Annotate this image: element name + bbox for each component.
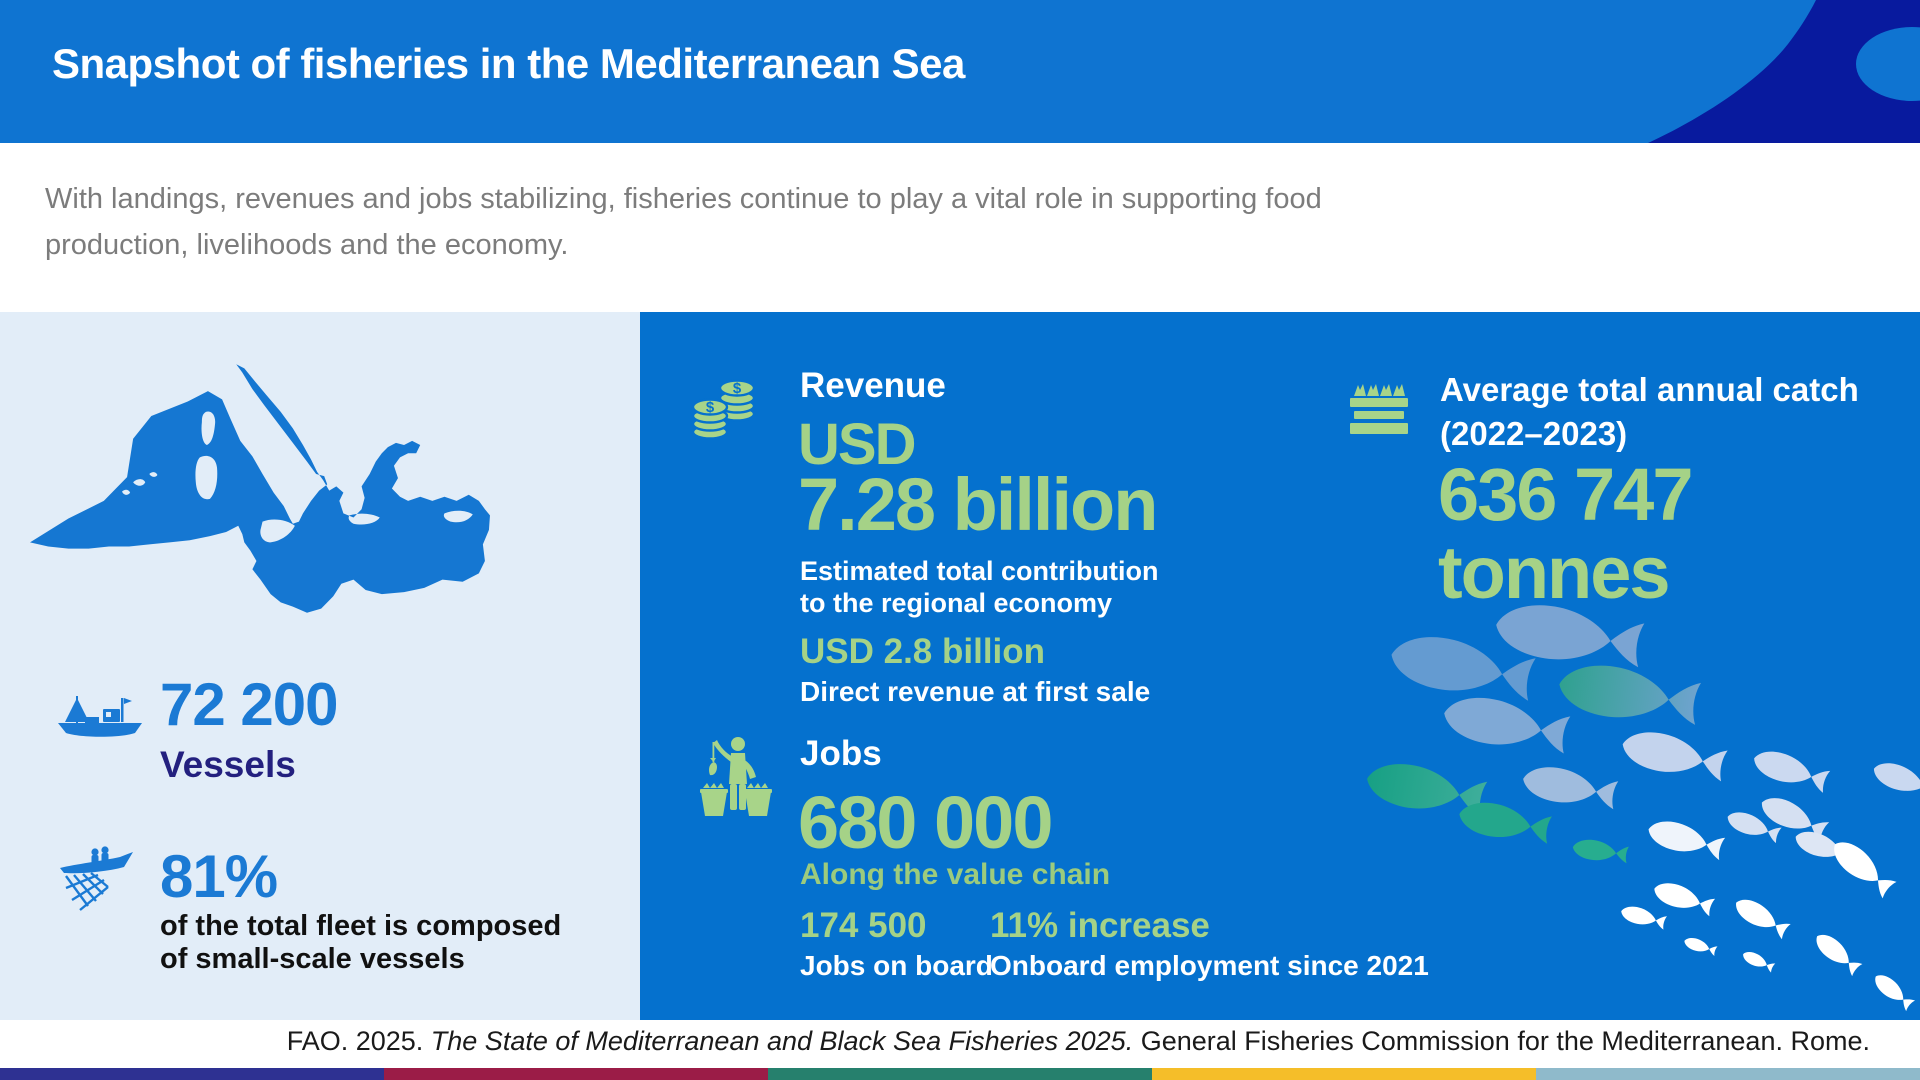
revenue-desc-line-2: to the regional economy (800, 588, 1113, 618)
jobs-onboard-value: 174 500 (800, 906, 927, 945)
revenue-total-description: Estimated total contribution to the regi… (800, 555, 1159, 619)
revenue-direct-description: Direct revenue at first sale (800, 676, 1151, 707)
revenue-total-value: 7.28 billion (798, 463, 1158, 546)
footer-color-strip (0, 1068, 1920, 1080)
page-subtitle: With landings, revenues and jobs stabili… (45, 176, 1322, 268)
revenue-direct-value: USD 2.8 billion (800, 632, 1046, 671)
small-scale-desc-line-1: of the total fleet is composed (160, 910, 562, 942)
trawler-icon (58, 696, 142, 737)
fish-crate-icon (1350, 384, 1408, 434)
page-title: Snapshot of fisheries in the Mediterrane… (52, 40, 965, 87)
catch-value: 636 747 (1438, 453, 1693, 536)
vessels-label: Vessels (160, 744, 296, 785)
catch-heading-line-2: (2022–2023) (1440, 415, 1628, 452)
fisher-icon (700, 737, 772, 816)
small-scale-desc-line-2: of small-scale vessels (160, 943, 465, 975)
subtitle-line-1: With landings, revenues and jobs stabili… (45, 183, 1322, 215)
jobs-increase-label: Onboard employment since 2021 (990, 950, 1429, 981)
strip-segment-yellow (1152, 1068, 1536, 1080)
coins-icon: $ $ (691, 379, 756, 440)
jobs-total-description: Along the value chain (800, 858, 1111, 891)
svg-text:$: $ (706, 399, 715, 416)
strip-segment-teal (768, 1068, 1152, 1080)
jobs-onboard-label: Jobs on board (800, 950, 993, 981)
citation-title: The State of Mediterranean and Black Sea… (430, 1026, 1134, 1056)
strip-segment-navy (0, 1068, 384, 1080)
strip-segment-lightblue (1536, 1068, 1920, 1080)
catch-heading-line-1: Average total annual catch (1440, 371, 1859, 408)
footer-citation: FAO. 2025. The State of Mediterranean an… (287, 1026, 1870, 1057)
vessels-value: 72 200 (160, 671, 339, 738)
header-bar: Snapshot of fisheries in the Mediterrane… (0, 0, 1920, 143)
mediterranean-map (30, 364, 490, 613)
revenue-currency: USD (798, 412, 916, 477)
fleet-panel: 72 200 Vessels 81% of the total fleet is… (0, 312, 640, 1020)
header-wave-decoration (1648, 0, 1920, 143)
small-boat-net-icon (60, 846, 133, 911)
stats-panel: $ $ Revenue USD 7.28 billion Estimated t… (640, 312, 1920, 1020)
jobs-heading: Jobs (800, 734, 882, 773)
catch-unit: tonnes (1438, 531, 1671, 614)
subtitle-line-2: production, livelihoods and the economy. (45, 229, 569, 261)
svg-text:$: $ (733, 380, 742, 397)
catch-heading: Average total annual catch (2022–2023) (1440, 368, 1859, 456)
small-scale-value: 81% (160, 843, 278, 910)
jobs-total-value: 680 000 (798, 781, 1053, 864)
small-scale-description: of the total fleet is composed of small-… (160, 910, 561, 976)
citation-prefix: FAO. 2025. (286, 1026, 431, 1056)
citation-suffix: General Fisheries Commission for the Med… (1133, 1026, 1870, 1056)
revenue-desc-line-1: Estimated total contribution (800, 556, 1159, 586)
strip-segment-maroon (384, 1068, 768, 1080)
revenue-heading: Revenue (800, 366, 946, 405)
jobs-increase-value: 11% increase (990, 906, 1210, 945)
